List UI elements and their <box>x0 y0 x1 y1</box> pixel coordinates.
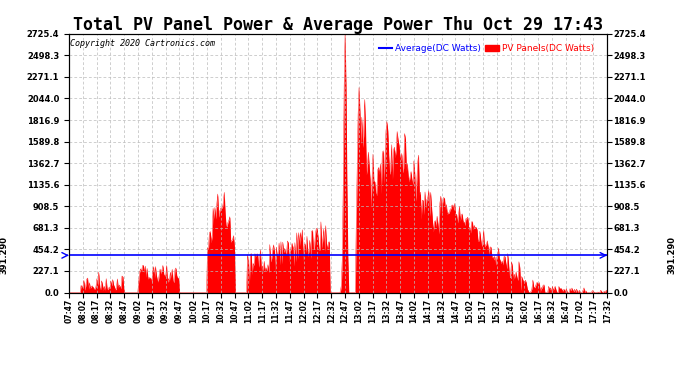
Title: Total PV Panel Power & Average Power Thu Oct 29 17:43: Total PV Panel Power & Average Power Thu… <box>73 16 603 34</box>
Text: Copyright 2020 Cartronics.com: Copyright 2020 Cartronics.com <box>70 39 215 48</box>
Legend: Average(DC Watts), PV Panels(DC Watts): Average(DC Watts), PV Panels(DC Watts) <box>375 41 598 57</box>
Text: 391.290: 391.290 <box>0 236 9 274</box>
Text: 391.290: 391.290 <box>667 236 676 274</box>
